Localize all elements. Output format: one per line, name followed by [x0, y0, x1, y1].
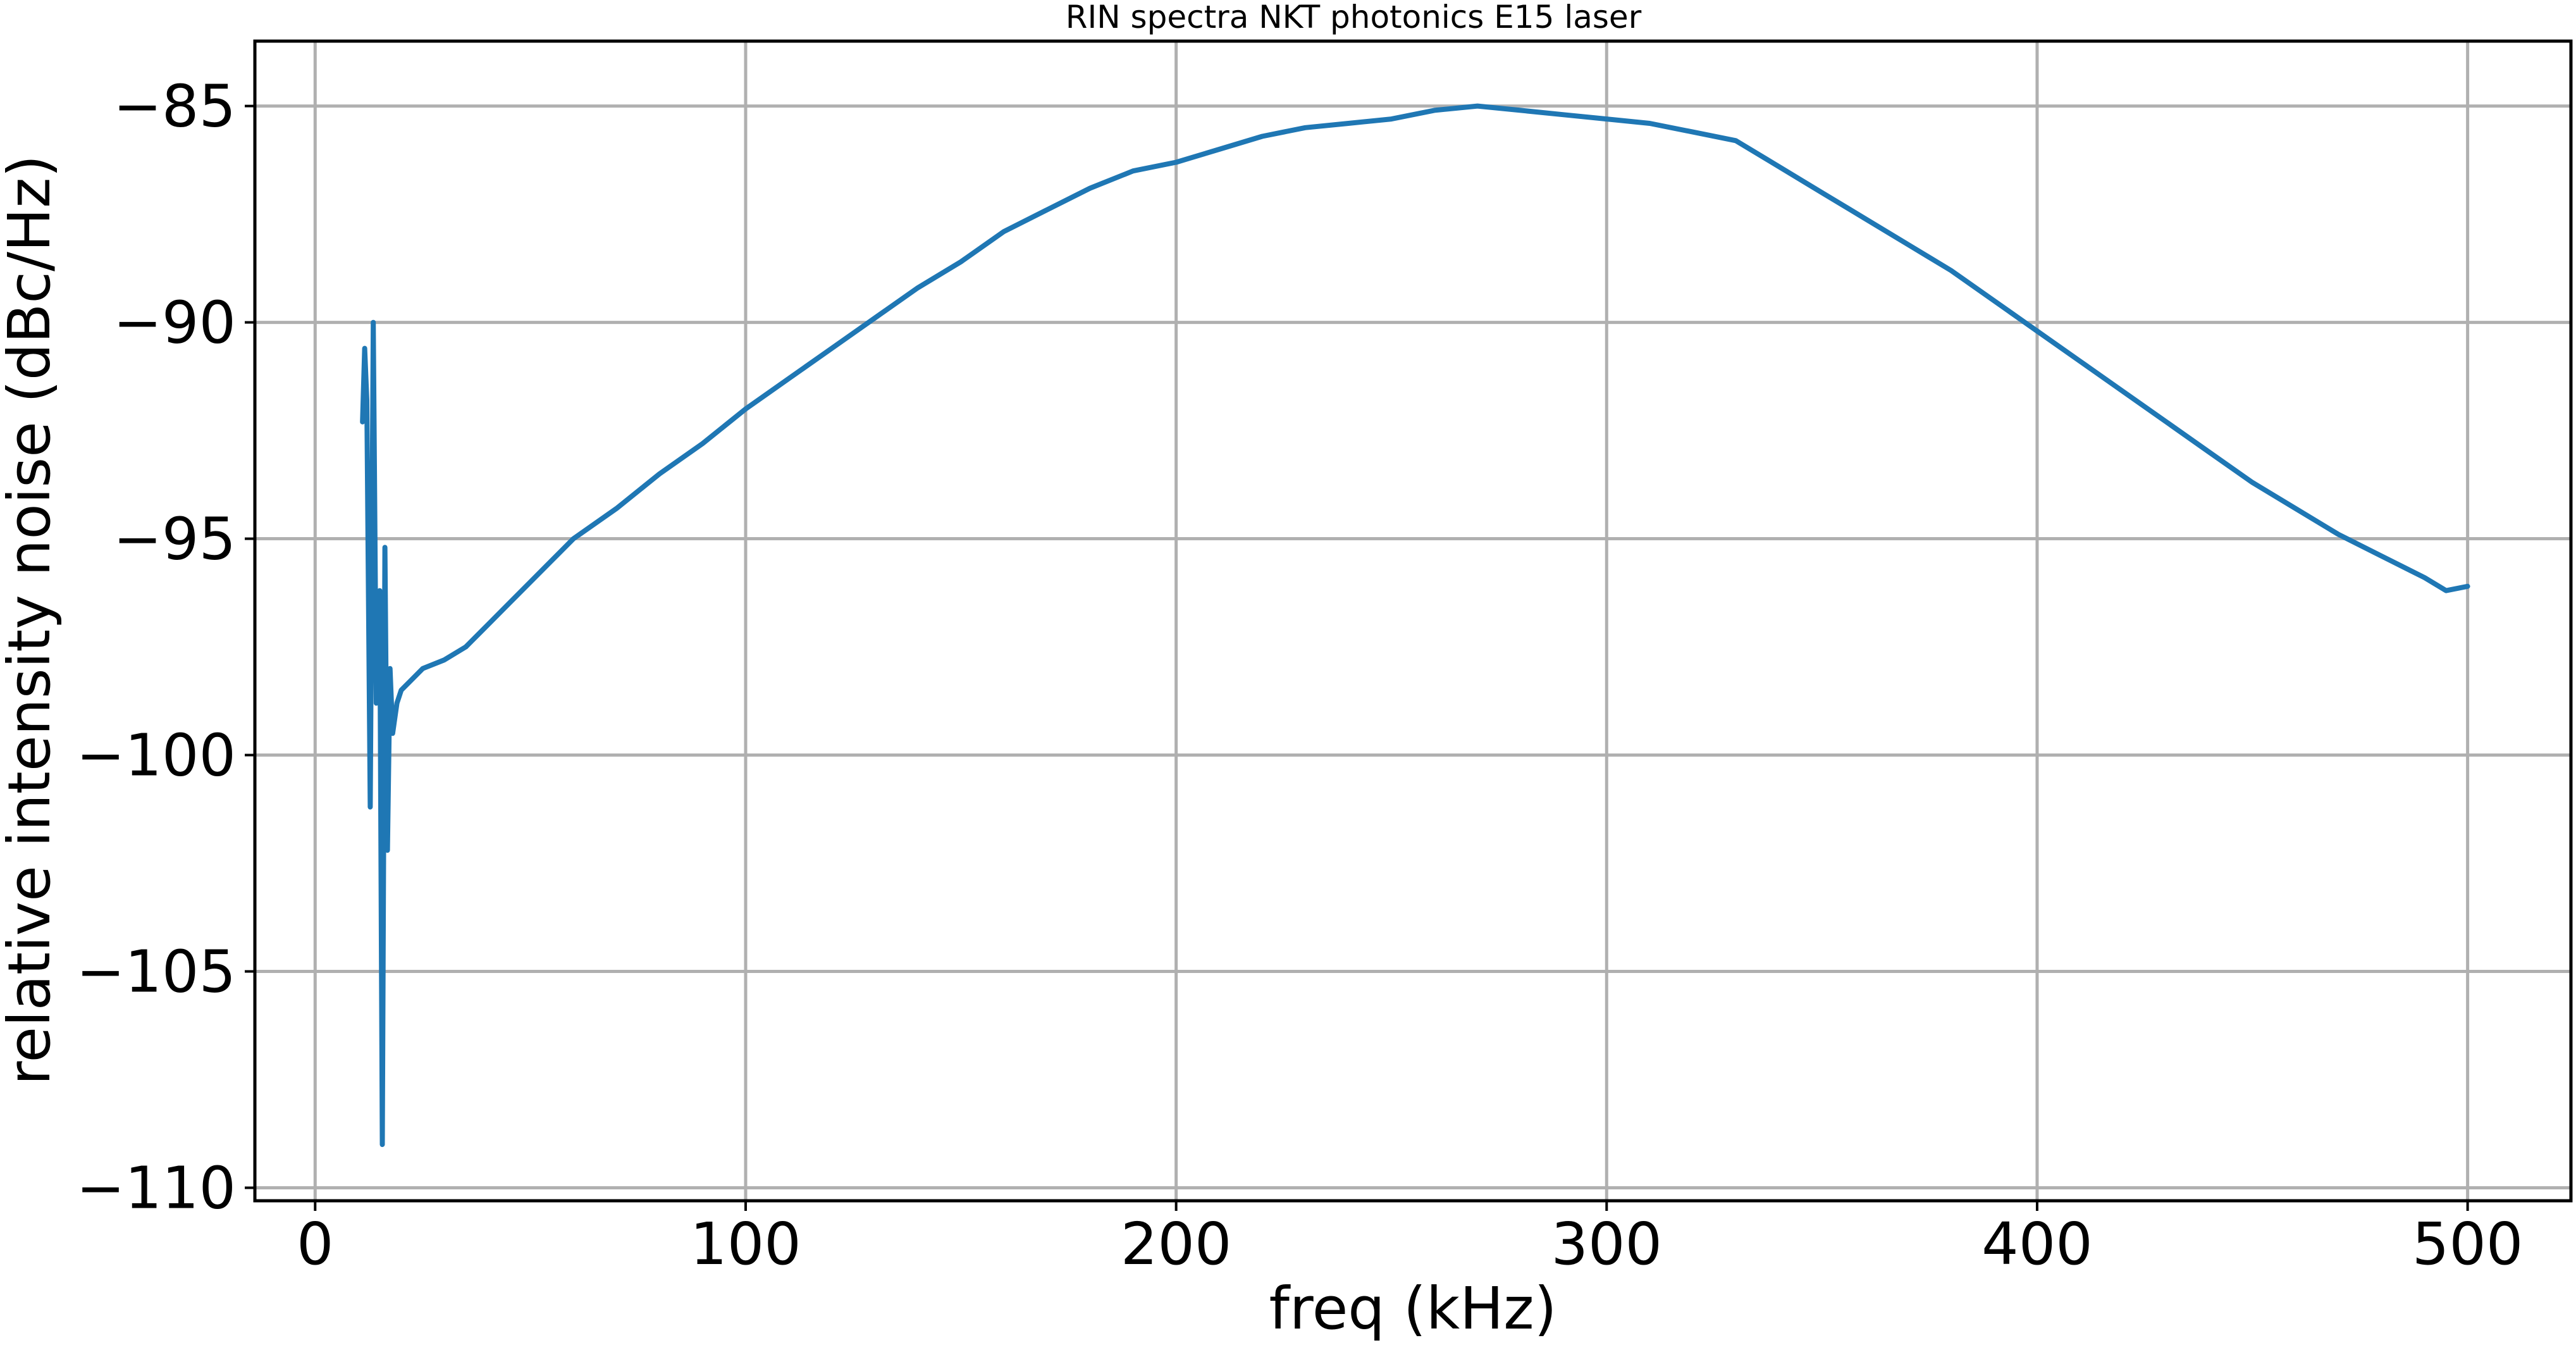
y-tick-label: −110 [76, 1154, 236, 1222]
series-layer [360, 103, 2470, 1148]
y-tick-label: −100 [76, 722, 236, 790]
y-tick-label: −95 [113, 505, 236, 573]
chart-title: RIN spectra NKT photonics E15 laser [1066, 0, 1642, 35]
x-tick-label: 200 [1121, 1210, 1232, 1278]
x-tick-label: 400 [1981, 1210, 2093, 1278]
tick-layer: 0 100 200 300 400 500 −110 −105 −100 −95 −90 −85 [76, 73, 2523, 1278]
y-tick-label: −90 [113, 289, 236, 357]
y-tick-label: −85 [113, 73, 236, 140]
y-tick-label: −105 [76, 938, 236, 1006]
y-axis-label: relative intensity noise (dBc/Hz) [0, 155, 63, 1086]
x-tick-label: 500 [2412, 1210, 2524, 1278]
x-tick-label: 100 [690, 1210, 801, 1278]
grid-layer [255, 41, 2571, 1201]
x-axis-label: freq (kHz) [1269, 1275, 1557, 1342]
rin-series-line [360, 103, 2470, 1148]
plot-frame [253, 39, 2573, 1203]
x-tick-label: 300 [1551, 1210, 1662, 1278]
x-tick-label: 0 [297, 1210, 334, 1278]
